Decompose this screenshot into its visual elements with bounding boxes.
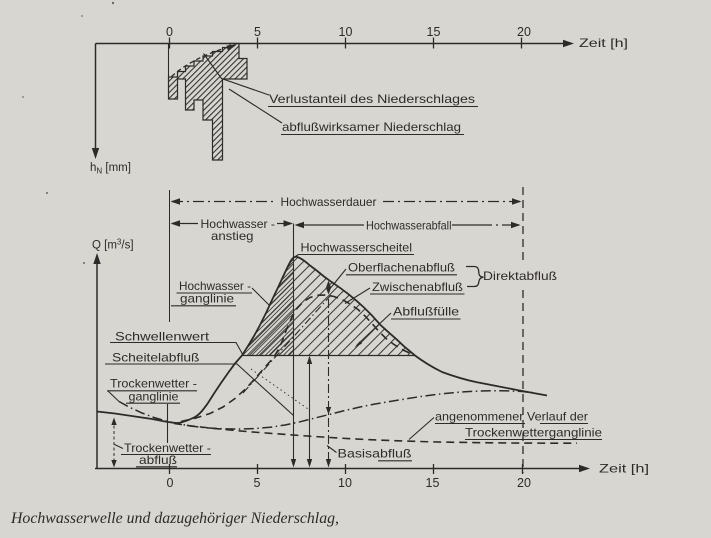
svg-text:Trockenwetterganglinie: Trockenwetterganglinie	[465, 426, 602, 440]
svg-text:10: 10	[338, 476, 352, 490]
svg-text:Q [m3/s]: Q [m3/s]	[92, 238, 134, 252]
svg-text:hN [mm]: hN [mm]	[90, 162, 131, 176]
svg-text:Hochwasser -: Hochwasser -	[179, 279, 251, 293]
svg-text:Hochwasserdauer: Hochwasserdauer	[281, 195, 377, 209]
svg-text:Basisabfluß: Basisabfluß	[338, 447, 412, 461]
svg-text:anstieg: anstieg	[211, 229, 254, 243]
svg-text:20: 20	[517, 476, 531, 490]
svg-text:0: 0	[166, 25, 173, 39]
svg-text:Verlustanteil des Niederschlag: Verlustanteil des Niederschlages	[269, 92, 475, 106]
svg-text:Schwellenwert: Schwellenwert	[115, 330, 210, 344]
svg-text:Direktabfluß: Direktabfluß	[483, 269, 557, 283]
svg-text:Hochwasser -: Hochwasser -	[201, 217, 276, 231]
svg-text:20: 20	[517, 25, 531, 39]
svg-text:abfluß: abfluß	[139, 453, 177, 467]
svg-text:Zeit [h]: Zeit [h]	[599, 462, 649, 476]
svg-text:15: 15	[427, 25, 441, 39]
svg-text:Zeit [h]: Zeit [h]	[579, 36, 628, 50]
svg-text:Hochwasserscheitel: Hochwasserscheitel	[301, 241, 413, 255]
svg-text:Scheitelabfluß: Scheitelabfluß	[112, 351, 200, 365]
svg-text:abflußwirksamer Niederschlag: abflußwirksamer Niederschlag	[282, 120, 461, 134]
svg-text:Oberflachenabfluß: Oberflachenabfluß	[348, 261, 455, 275]
svg-text:Trockenwetter -: Trockenwetter -	[124, 441, 211, 455]
svg-text:Hochwasserabfall: Hochwasserabfall	[366, 219, 452, 233]
svg-text:5: 5	[254, 25, 261, 39]
svg-text:angenommener Verlauf der: angenommener Verlauf der	[435, 410, 588, 424]
svg-text:Trockenwetter -: Trockenwetter -	[110, 377, 197, 391]
svg-text:15: 15	[426, 476, 440, 490]
svg-text:Abflußfülle: Abflußfülle	[393, 305, 459, 319]
svg-text:ganglinie: ganglinie	[180, 292, 234, 306]
svg-text:Zwischenabfluß: Zwischenabfluß	[372, 280, 463, 294]
svg-text:ganglinie: ganglinie	[129, 390, 179, 404]
svg-text:5: 5	[254, 476, 261, 490]
svg-text:Hochwasserwelle und dazugehöri: Hochwasserwelle und dazugehöriger Nieder…	[10, 510, 339, 527]
svg-text:10: 10	[339, 25, 353, 39]
svg-text:0: 0	[167, 476, 174, 490]
